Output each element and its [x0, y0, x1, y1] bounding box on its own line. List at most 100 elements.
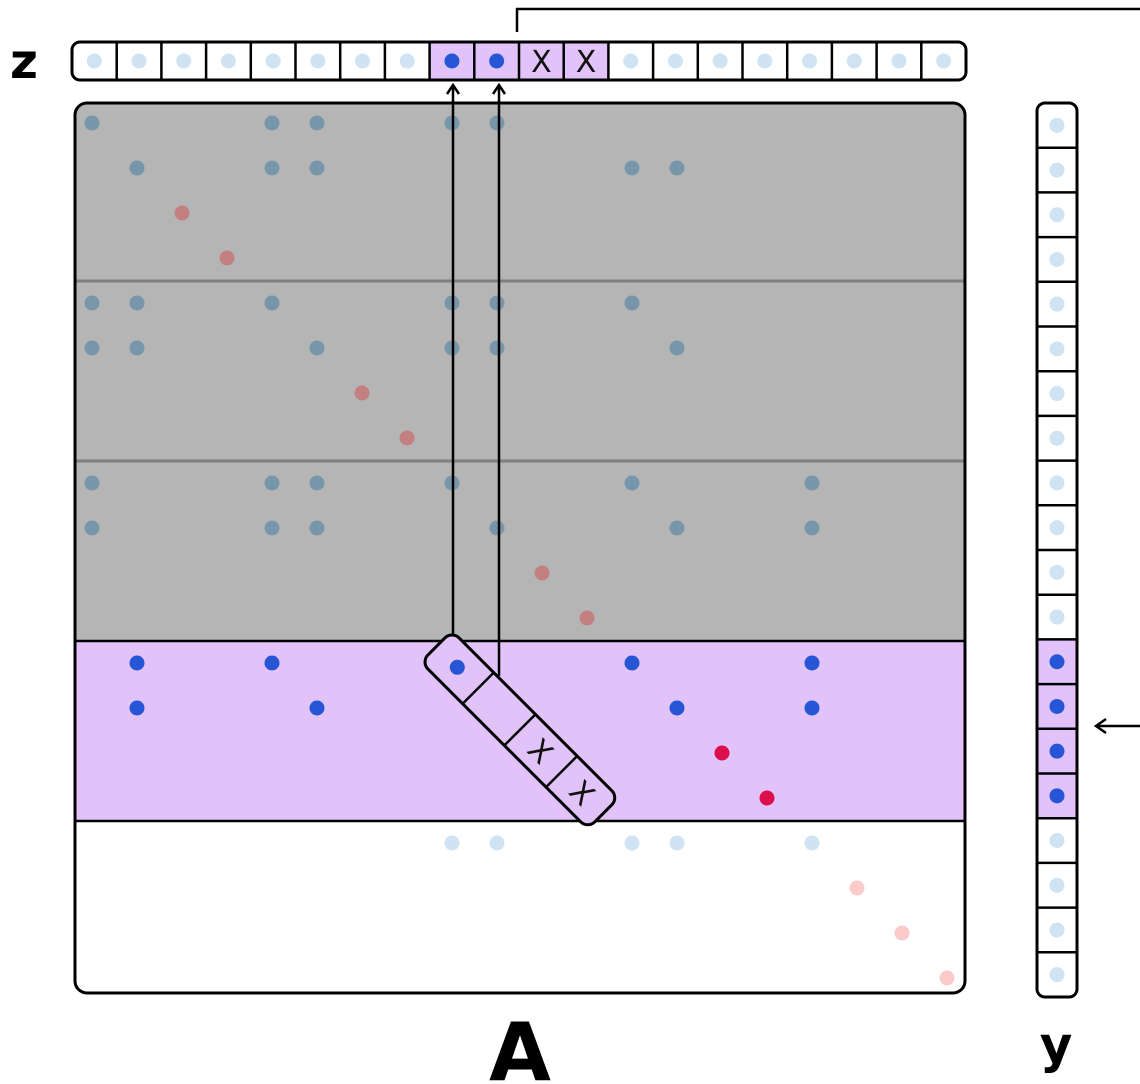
- gather-window: XX: [423, 633, 617, 827]
- matrix-diagonal-dot: [759, 790, 775, 806]
- vector-y-dot: [1049, 698, 1065, 714]
- gather-window-dot: [449, 659, 465, 675]
- matrix-nonzero-dot: [84, 520, 100, 536]
- matrix-nonzero-dot: [309, 475, 325, 491]
- matrix-diagonal-dot: [894, 925, 910, 941]
- vector-y-dot: [1049, 207, 1065, 223]
- vector-z-mark: X: [531, 45, 552, 80]
- matrix-diagonal-dot: [849, 880, 865, 896]
- matrix-nonzero-dot: [264, 655, 280, 671]
- vector-z-dot: [265, 53, 281, 69]
- vector-y-dot: [1049, 922, 1065, 938]
- vector-z-dot: [712, 53, 728, 69]
- matrix-diagonal-dot: [579, 610, 595, 626]
- vector-z-dot: [667, 53, 683, 69]
- matrix-nonzero-dot: [489, 295, 505, 311]
- vector-y-dot: [1049, 877, 1065, 893]
- matrix-diagonal-dot: [534, 565, 550, 581]
- matrix-nonzero-dot: [84, 340, 100, 356]
- matrix-nonzero-dot: [264, 520, 280, 536]
- matrix-diagonal-dot: [399, 430, 415, 446]
- matrix-nonzero-dot: [489, 520, 505, 536]
- matrix-diagonal-dot: [174, 205, 190, 221]
- matrix-nonzero-dot: [624, 835, 640, 851]
- vector-z-dot: [86, 53, 102, 69]
- gather-arrow-head: [491, 82, 507, 95]
- matrix-nonzero-dot: [669, 160, 685, 176]
- vector-z-dot: [355, 53, 371, 69]
- gather-window-divider: [545, 755, 579, 789]
- vector-z-dot: [846, 53, 862, 69]
- matrix-nonzero-dot: [804, 835, 820, 851]
- matrix-a-frame: [73, 101, 967, 995]
- matrix-nonzero-dot: [264, 295, 280, 311]
- shaded-row-band: [75, 103, 965, 641]
- vector-z-dot: [399, 53, 415, 69]
- vector-y-dot: [1049, 117, 1065, 133]
- matrix-nonzero-dot: [129, 160, 145, 176]
- gather-window-divider: [503, 713, 537, 747]
- vector-y-label: y: [1040, 1016, 1073, 1074]
- vector-z-dot: [220, 53, 236, 69]
- y-input-arrow-head: [1093, 717, 1107, 735]
- matrix-nonzero-dot: [84, 115, 100, 131]
- vector-z-dot: [757, 53, 773, 69]
- vector-y-dot: [1049, 162, 1065, 178]
- matrix-nonzero-dot: [84, 295, 100, 311]
- vector-z-dot: [623, 53, 639, 69]
- matrix-nonzero-dot: [309, 520, 325, 536]
- gather-connectors: [445, 7, 1140, 735]
- matrix-diagonal-dot: [939, 970, 955, 986]
- vector-y-dot: [1049, 967, 1065, 983]
- matrix-nonzero-dot: [129, 655, 145, 671]
- vector-z-dot: [936, 53, 952, 69]
- matrix-nonzero-dot: [444, 835, 460, 851]
- vector-y-dot: [1049, 386, 1065, 402]
- matrix-nonzero-dot: [804, 520, 820, 536]
- vector-y-dot: [1049, 475, 1065, 491]
- matrix-nonzero-dot: [669, 520, 685, 536]
- matrix-diagonal-dot: [714, 745, 730, 761]
- matrix-nonzero-dot: [804, 655, 820, 671]
- gather-window-divider: [461, 671, 495, 705]
- vector-y-dot: [1049, 609, 1065, 625]
- matrix-nonzero-dot: [669, 700, 685, 716]
- matrix-nonzero-dot: [309, 160, 325, 176]
- vector-y-dot: [1049, 833, 1065, 849]
- matrix-a-label: A: [489, 1006, 551, 1084]
- matrix-nonzero-dot: [624, 160, 640, 176]
- vector-y-dot: [1049, 341, 1065, 357]
- matrix-nonzero-dot: [489, 340, 505, 356]
- vector-z-dot: [489, 53, 505, 69]
- vector-z-dot: [176, 53, 192, 69]
- matrix-a-nonzeros: [84, 115, 955, 986]
- matrix-nonzero-dot: [264, 115, 280, 131]
- matrix-nonzero-dot: [84, 475, 100, 491]
- matrix-nonzero-dot: [129, 700, 145, 716]
- matrix-diagonal-dot: [354, 385, 370, 401]
- vector-y-dot: [1049, 788, 1065, 804]
- vector-z-highlight: [519, 42, 564, 80]
- gather-window-strip: XX: [423, 633, 617, 827]
- matrix-nonzero-dot: [309, 340, 325, 356]
- vector-y-dot: [1049, 430, 1065, 446]
- vector-z-label: z: [10, 34, 38, 90]
- matrix-nonzero-dot: [669, 835, 685, 851]
- vector-z-dot: [891, 53, 907, 69]
- matrix-nonzero-dot: [129, 295, 145, 311]
- vector-z-mark: X: [576, 45, 597, 80]
- matrix-nonzero-dot: [624, 655, 640, 671]
- matrix-nonzero-dot: [624, 475, 640, 491]
- matrix-nonzero-dot: [264, 160, 280, 176]
- matrix-nonzero-dot: [489, 835, 505, 851]
- vector-z-dot: [444, 53, 460, 69]
- matrix-nonzero-dot: [309, 700, 325, 716]
- vector-z-dot: [310, 53, 326, 69]
- matrix-nonzero-dot: [264, 475, 280, 491]
- vector-z-dot: [131, 53, 147, 69]
- matrix-nonzero-dot: [804, 700, 820, 716]
- matrix-nonzero-dot: [804, 475, 820, 491]
- gather-arrow-head: [445, 82, 461, 95]
